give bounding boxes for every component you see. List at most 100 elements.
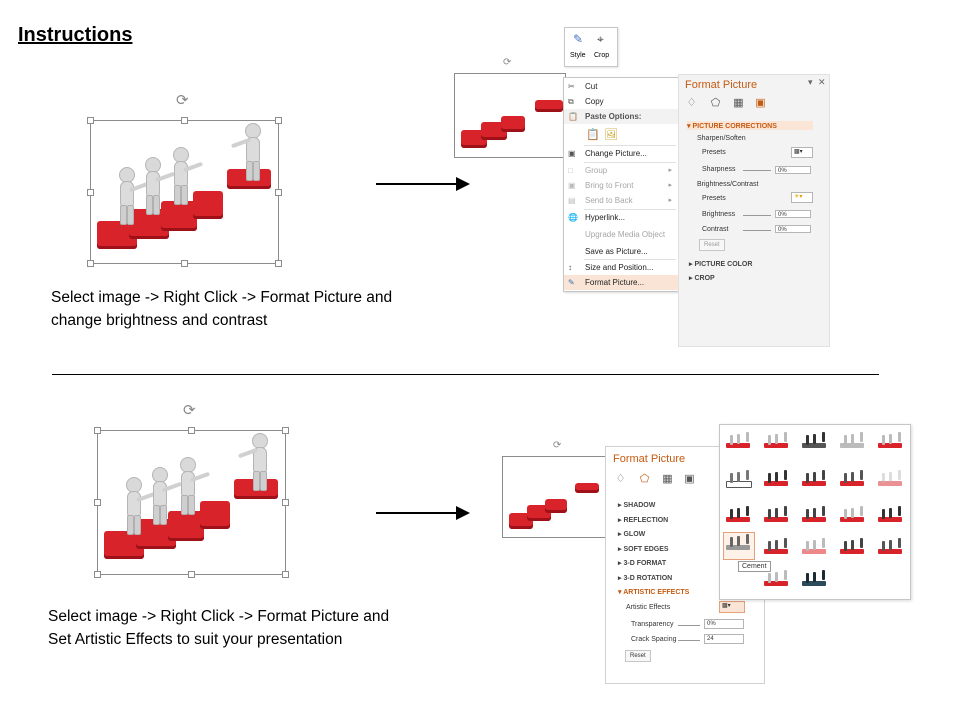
menu-item-hyperlink[interactable]: 🌐 Hyperlink...: [568, 213, 626, 222]
menu-item-bring-to-front[interactable]: ▣ Bring to Front ▸: [564, 178, 678, 193]
effect-thumb[interactable]: [724, 431, 754, 457]
resize-handle[interactable]: [87, 189, 94, 196]
reset-button[interactable]: Reset: [699, 239, 725, 251]
paste-option-keep-icon[interactable]: 📋: [586, 129, 600, 141]
effect-thumb[interactable]: [800, 469, 830, 495]
size-properties-icon[interactable]: ▦: [733, 97, 744, 109]
menu-item-upgrade-media[interactable]: Upgrade Media Object: [585, 230, 666, 239]
effects-icon[interactable]: ⬠: [710, 97, 721, 109]
fill-line-icon[interactable]: ♢: [686, 97, 697, 109]
effect-thumb[interactable]: [838, 469, 868, 495]
reset-button[interactable]: Reset: [625, 650, 651, 662]
resize-handle[interactable]: [188, 571, 195, 578]
resize-handle[interactable]: [275, 117, 282, 124]
effect-thumb[interactable]: [838, 431, 868, 457]
crop-button-label[interactable]: Crop: [594, 52, 610, 59]
menu-item-cut[interactable]: ✂ Cut: [568, 82, 598, 91]
picture-icon[interactable]: ▣: [755, 97, 766, 109]
effect-thumb[interactable]: [838, 537, 868, 563]
brightness-slider[interactable]: [743, 215, 771, 216]
effect-thumb[interactable]: [762, 431, 792, 457]
brightness-input[interactable]: 0%: [775, 210, 811, 218]
transparency-slider[interactable]: [678, 625, 700, 626]
menu-item-copy[interactable]: ⧉ Copy: [568, 97, 604, 106]
effect-thumb[interactable]: [724, 469, 754, 495]
effect-thumb[interactable]: [876, 505, 906, 531]
effect-thumb[interactable]: [800, 505, 830, 531]
sharpness-slider[interactable]: [743, 170, 771, 171]
size-properties-icon[interactable]: ▦: [662, 473, 673, 485]
resize-handle[interactable]: [282, 427, 289, 434]
effect-thumb[interactable]: [800, 569, 830, 595]
menu-item-send-to-back[interactable]: ▤ Send to Back ▸: [564, 193, 678, 208]
resize-handle[interactable]: [282, 499, 289, 506]
section-3d-rotation[interactable]: ▸ 3-D ROTATION: [618, 575, 673, 582]
effects-icon[interactable]: ⬠: [639, 473, 650, 485]
picture-icon[interactable]: ▣: [684, 473, 695, 485]
resize-handle[interactable]: [181, 260, 188, 267]
rotate-handle-icon: ⟳: [553, 440, 562, 451]
section-soft-edges[interactable]: ▸ SOFT EDGES: [618, 546, 669, 553]
menu-item-format-picture[interactable]: ✎ Format Picture...: [564, 275, 678, 290]
resize-handle[interactable]: [181, 117, 188, 124]
effect-thumb[interactable]: [724, 505, 754, 531]
resize-handle[interactable]: [275, 260, 282, 267]
effect-thumb[interactable]: [800, 537, 830, 563]
crack-spacing-slider[interactable]: [678, 640, 700, 641]
effect-thumb[interactable]: [876, 431, 906, 457]
artistic-effects-gallery: Cement: [719, 424, 911, 600]
effect-thumb[interactable]: [762, 469, 792, 495]
effect-thumb[interactable]: [762, 537, 792, 563]
resize-handle[interactable]: [87, 260, 94, 267]
menu-item-change-picture[interactable]: ▣ Change Picture...: [568, 149, 647, 158]
contrast-input[interactable]: 0%: [775, 225, 811, 233]
pane-options-icon[interactable]: ▾: [808, 77, 813, 87]
effect-thumb[interactable]: [800, 431, 830, 457]
section-artistic-effects[interactable]: ▾ ARTISTIC EFFECTS: [618, 589, 690, 596]
close-icon[interactable]: ✕: [818, 77, 826, 87]
resize-handle[interactable]: [94, 427, 101, 434]
menu-item-save-as-picture[interactable]: Save as Picture...: [585, 247, 648, 256]
style-button-label[interactable]: Style: [570, 52, 586, 59]
resize-handle[interactable]: [282, 571, 289, 578]
resize-handle[interactable]: [87, 117, 94, 124]
section-3d-format[interactable]: ▸ 3-D FORMAT: [618, 560, 667, 567]
section-picture-color[interactable]: ▸ PICTURE COLOR: [689, 261, 753, 268]
rotate-handle-icon[interactable]: ⟳: [176, 92, 189, 109]
sharpen-presets-dropdown[interactable]: ▩▾: [791, 147, 813, 158]
section-picture-corrections[interactable]: ▾ PICTURE CORRECTIONS: [687, 123, 777, 130]
resize-handle[interactable]: [94, 499, 101, 506]
crop-icon[interactable]: ⌖: [597, 32, 604, 46]
artistic-effects-dropdown[interactable]: ▩▾: [719, 601, 745, 613]
section-crop[interactable]: ▸ CROP: [689, 275, 715, 282]
resize-handle[interactable]: [275, 189, 282, 196]
contrast-slider[interactable]: [743, 230, 771, 231]
effect-thumb[interactable]: [762, 505, 792, 531]
resize-handle[interactable]: [94, 571, 101, 578]
effect-thumb[interactable]: [876, 469, 906, 495]
transparency-input[interactable]: 0%: [704, 619, 744, 629]
section-reflection[interactable]: ▸ REFLECTION: [618, 517, 669, 524]
effect-thumb[interactable]: [876, 537, 906, 563]
effect-thumb[interactable]: [762, 569, 792, 595]
fill-line-icon[interactable]: ♢: [615, 473, 626, 485]
presets-label: Presets: [702, 195, 726, 202]
section-glow[interactable]: ▸ GLOW: [618, 531, 646, 538]
sharpness-input[interactable]: 0%: [775, 166, 811, 174]
selected-picture-step2[interactable]: ⟳: [94, 402, 289, 578]
submenu-chevron-icon: ▸: [668, 197, 672, 204]
rotate-handle-icon[interactable]: ⟳: [183, 402, 196, 419]
paste-option-picture-icon[interactable]: 🖼: [604, 129, 618, 141]
effect-thumb-cement[interactable]: [723, 532, 755, 560]
resize-handle[interactable]: [188, 427, 195, 434]
menu-item-size-position[interactable]: ↕ Size and Position...: [568, 263, 654, 272]
crack-spacing-input[interactable]: 24: [704, 634, 744, 644]
menu-item-group[interactable]: □ Group ▸: [564, 163, 678, 178]
brightness-presets-dropdown[interactable]: ☀▾: [791, 192, 813, 203]
bring-front-icon: ▣: [568, 181, 576, 190]
selected-picture-step1[interactable]: ⟳: [87, 92, 282, 267]
pane-title: Format Picture: [613, 453, 686, 465]
style-icon[interactable]: ✎: [573, 32, 584, 46]
effect-thumb[interactable]: [838, 505, 868, 531]
section-shadow[interactable]: ▸ SHADOW: [618, 502, 656, 509]
